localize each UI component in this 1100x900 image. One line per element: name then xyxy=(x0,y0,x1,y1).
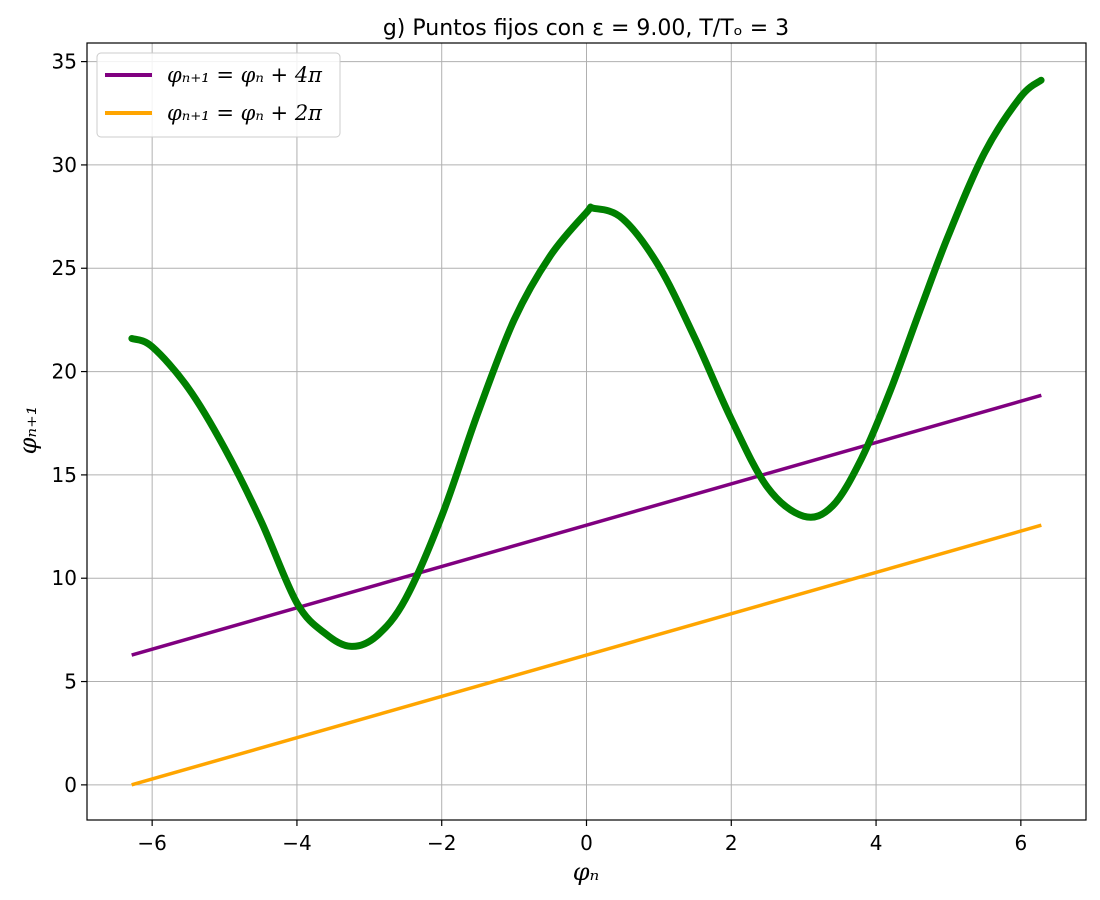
x-tick-label: 6 xyxy=(1014,831,1027,855)
x-tick-label: 0 xyxy=(580,831,593,855)
y-tick-label: 20 xyxy=(52,360,77,384)
y-tick-label: 5 xyxy=(64,670,77,694)
series-line-2pi xyxy=(131,523,1042,787)
chart-title: g) Puntos fijos con ε = 9.00, T/Tₒ = 3 xyxy=(383,16,789,41)
y-tick-label: 25 xyxy=(52,256,77,280)
x-tick-label: 2 xyxy=(725,831,738,855)
y-tick-label: 10 xyxy=(52,566,77,590)
y-tick-label: 0 xyxy=(64,773,77,797)
x-axis-label: φₙ xyxy=(573,858,600,886)
legend-label: φₙ₊₁ = φₙ + 2π xyxy=(167,101,323,125)
x-tick-label: −6 xyxy=(137,831,166,855)
legend: φₙ₊₁ = φₙ + 4π φₙ₊₁ = φₙ + 2π xyxy=(96,52,341,138)
x-tick-label: −2 xyxy=(427,831,456,855)
y-axis-label: φₙ₊₁ xyxy=(14,406,42,455)
x-tick-label: −4 xyxy=(282,831,311,855)
y-tick-label: 30 xyxy=(52,153,77,177)
y-tick-label: 35 xyxy=(52,50,77,74)
grid xyxy=(87,43,1086,820)
series-line-4pi xyxy=(131,393,1042,657)
y-tick-label: 15 xyxy=(52,463,77,487)
x-tick-label: 4 xyxy=(870,831,883,855)
series-layer xyxy=(128,76,1045,787)
ticks: −6 −4 −2 0 2 4 6 0 5 10 15 20 25 30 35 xyxy=(52,50,1028,855)
series-curve-map xyxy=(128,76,1045,650)
legend-label: φₙ₊₁ = φₙ + 4π xyxy=(167,63,323,87)
legend-box xyxy=(96,52,341,138)
